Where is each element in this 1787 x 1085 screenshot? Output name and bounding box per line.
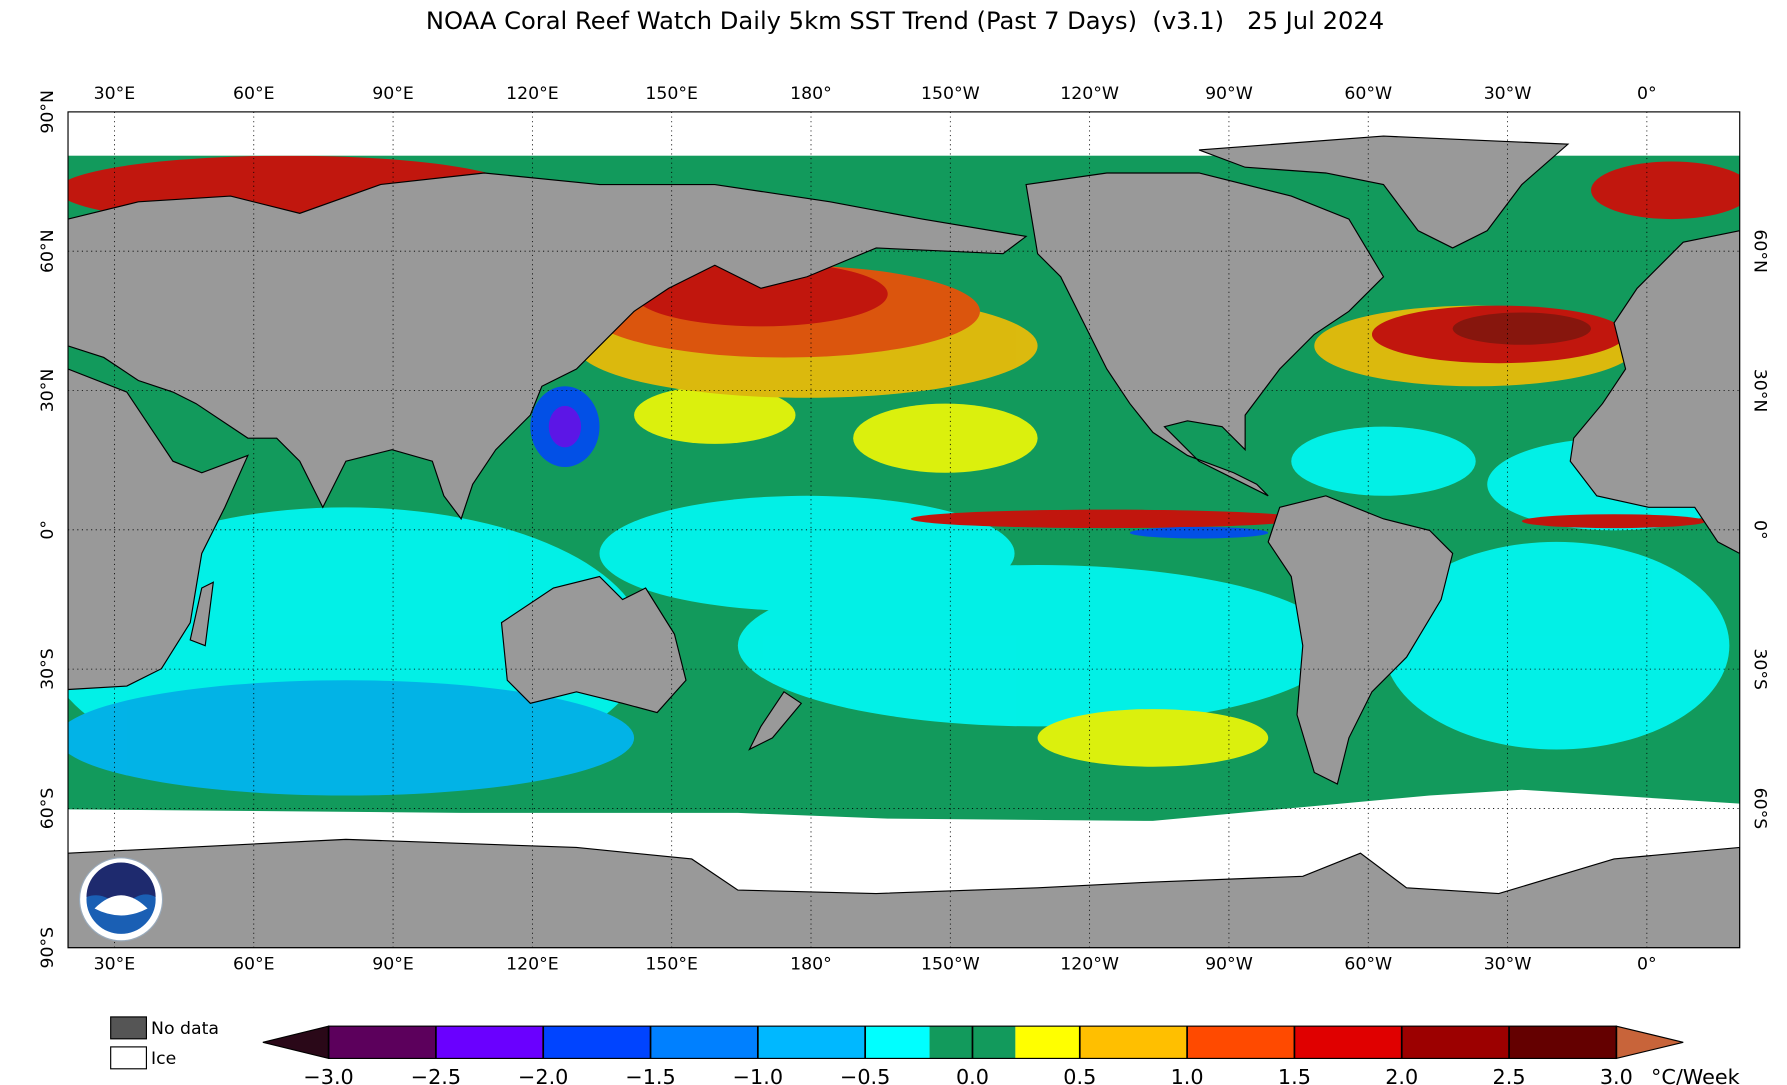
eurasia — [68, 172, 1028, 521]
colorbar-bin — [1509, 1026, 1617, 1059]
lon-label-bottom: 180° — [790, 955, 832, 975]
lon-label-top: 120°W — [1060, 84, 1119, 104]
lat-label-left: 30°N — [38, 369, 58, 413]
lon-label-bottom: 150°E — [645, 955, 698, 975]
lat-label-left: 90°S — [38, 927, 58, 969]
map-frame — [67, 111, 1741, 949]
lon-label-top: 60°E — [233, 84, 275, 104]
lat-label-right: 60°S — [1750, 788, 1770, 830]
colorbar-bin — [1187, 1026, 1295, 1059]
colorbar-bin — [1401, 1026, 1510, 1059]
legend-swatch — [110, 1046, 147, 1070]
lon-label-top: 60°W — [1344, 84, 1392, 104]
legend-label: No data — [151, 1019, 219, 1039]
new-zealand — [748, 691, 803, 751]
colorbar-tick-label: 1.5 — [1278, 1065, 1311, 1085]
sst-pattern — [68, 155, 1740, 796]
colorbar-bin — [972, 1026, 1016, 1059]
lat-label-right: 0° — [1750, 520, 1770, 540]
lon-label-bottom: 150°W — [921, 955, 980, 975]
colorbar-tick-label: 0.5 — [1063, 1065, 1096, 1085]
noaa-logo — [78, 857, 164, 942]
colorbar-bin — [865, 1026, 930, 1059]
africa-east — [68, 368, 249, 691]
lon-label-top: 150°W — [921, 84, 980, 104]
legend-label: Ice — [151, 1049, 176, 1069]
colorbar-over — [1615, 1025, 1684, 1060]
legend-swatch — [110, 1016, 147, 1040]
title: NOAA Coral Reef Watch Daily 5km SST Tren… — [426, 7, 1384, 35]
greenland — [1198, 135, 1570, 249]
colorbar-tick-label: 2.0 — [1385, 1065, 1418, 1085]
lat-label-right: 60°N — [1750, 229, 1770, 273]
colorbar-tick-label: −1.5 — [625, 1065, 675, 1085]
colorbar-tick-label: −2.5 — [411, 1065, 461, 1085]
colorbar-bin — [1015, 1026, 1080, 1059]
lon-label-bottom: 90°W — [1205, 955, 1253, 975]
lon-label-top: 30°E — [94, 84, 136, 104]
lon-label-bottom: 60°W — [1344, 955, 1392, 975]
madagascar — [189, 581, 214, 647]
lon-label-bottom: 120°E — [506, 955, 559, 975]
colorbar-bin — [757, 1026, 866, 1059]
lon-label-top: 90°W — [1205, 84, 1253, 104]
colorbar-tick-label: −1.0 — [733, 1065, 783, 1085]
lon-label-bottom: 90°E — [372, 955, 414, 975]
lon-label-top: 30°W — [1484, 84, 1532, 104]
antarctica — [68, 838, 1740, 948]
colorbar-bin — [543, 1026, 651, 1059]
lon-label-bottom: 60°E — [233, 955, 275, 975]
lon-label-bottom: 0° — [1637, 955, 1657, 975]
colorbar-under — [262, 1025, 330, 1060]
colorbar-unit: °C/Week — [1651, 1065, 1740, 1085]
lon-label-bottom: 30°E — [94, 955, 136, 975]
lon-label-bottom: 30°W — [1484, 955, 1532, 975]
lat-label-left: 30°S — [38, 648, 58, 690]
colorbar-tick-label: −3.0 — [303, 1065, 353, 1085]
colorbar-tick-label: 1.0 — [1171, 1065, 1204, 1085]
lon-label-top: 180° — [790, 84, 832, 104]
colorbar-bin — [929, 1026, 973, 1059]
colorbar-bin — [1079, 1026, 1188, 1059]
lat-label-left: 0° — [38, 520, 58, 540]
lat-label-left: 60°S — [38, 788, 58, 830]
lon-label-bottom: 120°W — [1060, 955, 1119, 975]
europe-africa-west — [1569, 230, 1740, 555]
south-america — [1267, 495, 1454, 785]
colorbar-tick-label: 0.0 — [956, 1065, 989, 1085]
lon-label-top: 90°E — [372, 84, 414, 104]
lat-label-left: 90°N — [38, 90, 58, 134]
map-field — [68, 111, 1740, 948]
lat-label-right: 30°N — [1750, 369, 1770, 413]
colorbar-tick-label: 2.5 — [1493, 1065, 1526, 1085]
colorbar-bin — [328, 1026, 436, 1059]
north-america — [1025, 172, 1385, 497]
lat-label-left: 60°N — [38, 229, 58, 273]
lat-label-right: 30°S — [1750, 648, 1770, 690]
colorbar-bin — [650, 1026, 758, 1059]
lon-label-top: 120°E — [506, 84, 559, 104]
colorbar-bin — [1294, 1026, 1402, 1059]
australia — [500, 575, 687, 714]
lon-label-top: 0° — [1637, 84, 1657, 104]
lon-label-top: 150°E — [645, 84, 698, 104]
colorbar-tick-label: −2.0 — [518, 1065, 568, 1085]
colorbar-bin — [435, 1026, 544, 1059]
colorbar-tick-label: 3.0 — [1600, 1065, 1633, 1085]
colorbar-tick-label: −0.5 — [840, 1065, 890, 1085]
